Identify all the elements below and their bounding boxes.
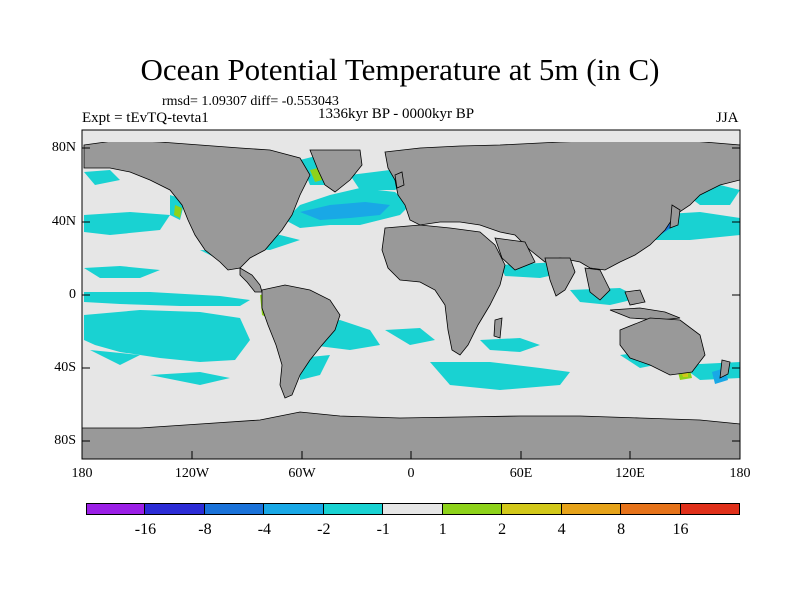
colorbar-frame	[86, 503, 740, 515]
colorbar-box	[621, 503, 681, 515]
y-tick-label: 40N	[51, 214, 76, 229]
season-label: JJA	[716, 110, 739, 126]
x-tick-label: 120W	[174, 466, 210, 481]
colorbar-box	[86, 503, 146, 515]
y-tick-label: 40S	[54, 360, 76, 375]
chart-title: Ocean Potential Temperature at 5m (in C)	[140, 52, 660, 87]
x-tick-label: 120E	[615, 466, 645, 481]
x-tick-label: 60W	[288, 466, 316, 481]
x-tick-label: 0	[407, 466, 415, 481]
period-label: 1336kyr BP - 0000kyr BP	[318, 106, 475, 122]
colorbar-label: -2	[317, 521, 331, 538]
colorbar-label: -4	[257, 521, 272, 538]
colorbar-box	[561, 503, 622, 515]
y-tick-label: 0	[69, 287, 76, 302]
colorbar-label: 4	[557, 521, 566, 538]
colorbar	[86, 503, 740, 515]
y-tick-label: 80S	[54, 433, 76, 448]
x-tick-label: 180	[729, 466, 751, 481]
colorbar-box	[204, 503, 265, 515]
x-tick-label: 60E	[509, 466, 533, 481]
colorbar-box	[442, 503, 503, 515]
colorbar-box	[264, 503, 324, 515]
x-tick-label: 180	[71, 466, 93, 481]
axis-ticks	[81, 147, 741, 459]
land-masses	[81, 139, 741, 460]
colorbar-label: 1	[438, 521, 447, 538]
colorbar-label: 2	[498, 521, 507, 538]
ice-blocks	[82, 130, 740, 417]
colorbar-label: -1	[376, 521, 390, 538]
experiment-label: Expt = tEvTQ-tevta1	[82, 110, 209, 126]
colorbar-label: -16	[134, 521, 157, 538]
colorbar-box	[323, 503, 384, 515]
colorbar-label: 8	[617, 521, 626, 538]
stats-text: rmsd= 1.09307 diff= -0.553043	[162, 94, 339, 109]
colorbar-box	[145, 503, 205, 515]
colorbar-box	[502, 503, 562, 515]
y-tick-label: 80N	[51, 140, 76, 155]
colorbar-label: 16	[672, 521, 689, 538]
colorbar-label: -8	[198, 521, 212, 538]
colorbar-box	[383, 503, 443, 515]
